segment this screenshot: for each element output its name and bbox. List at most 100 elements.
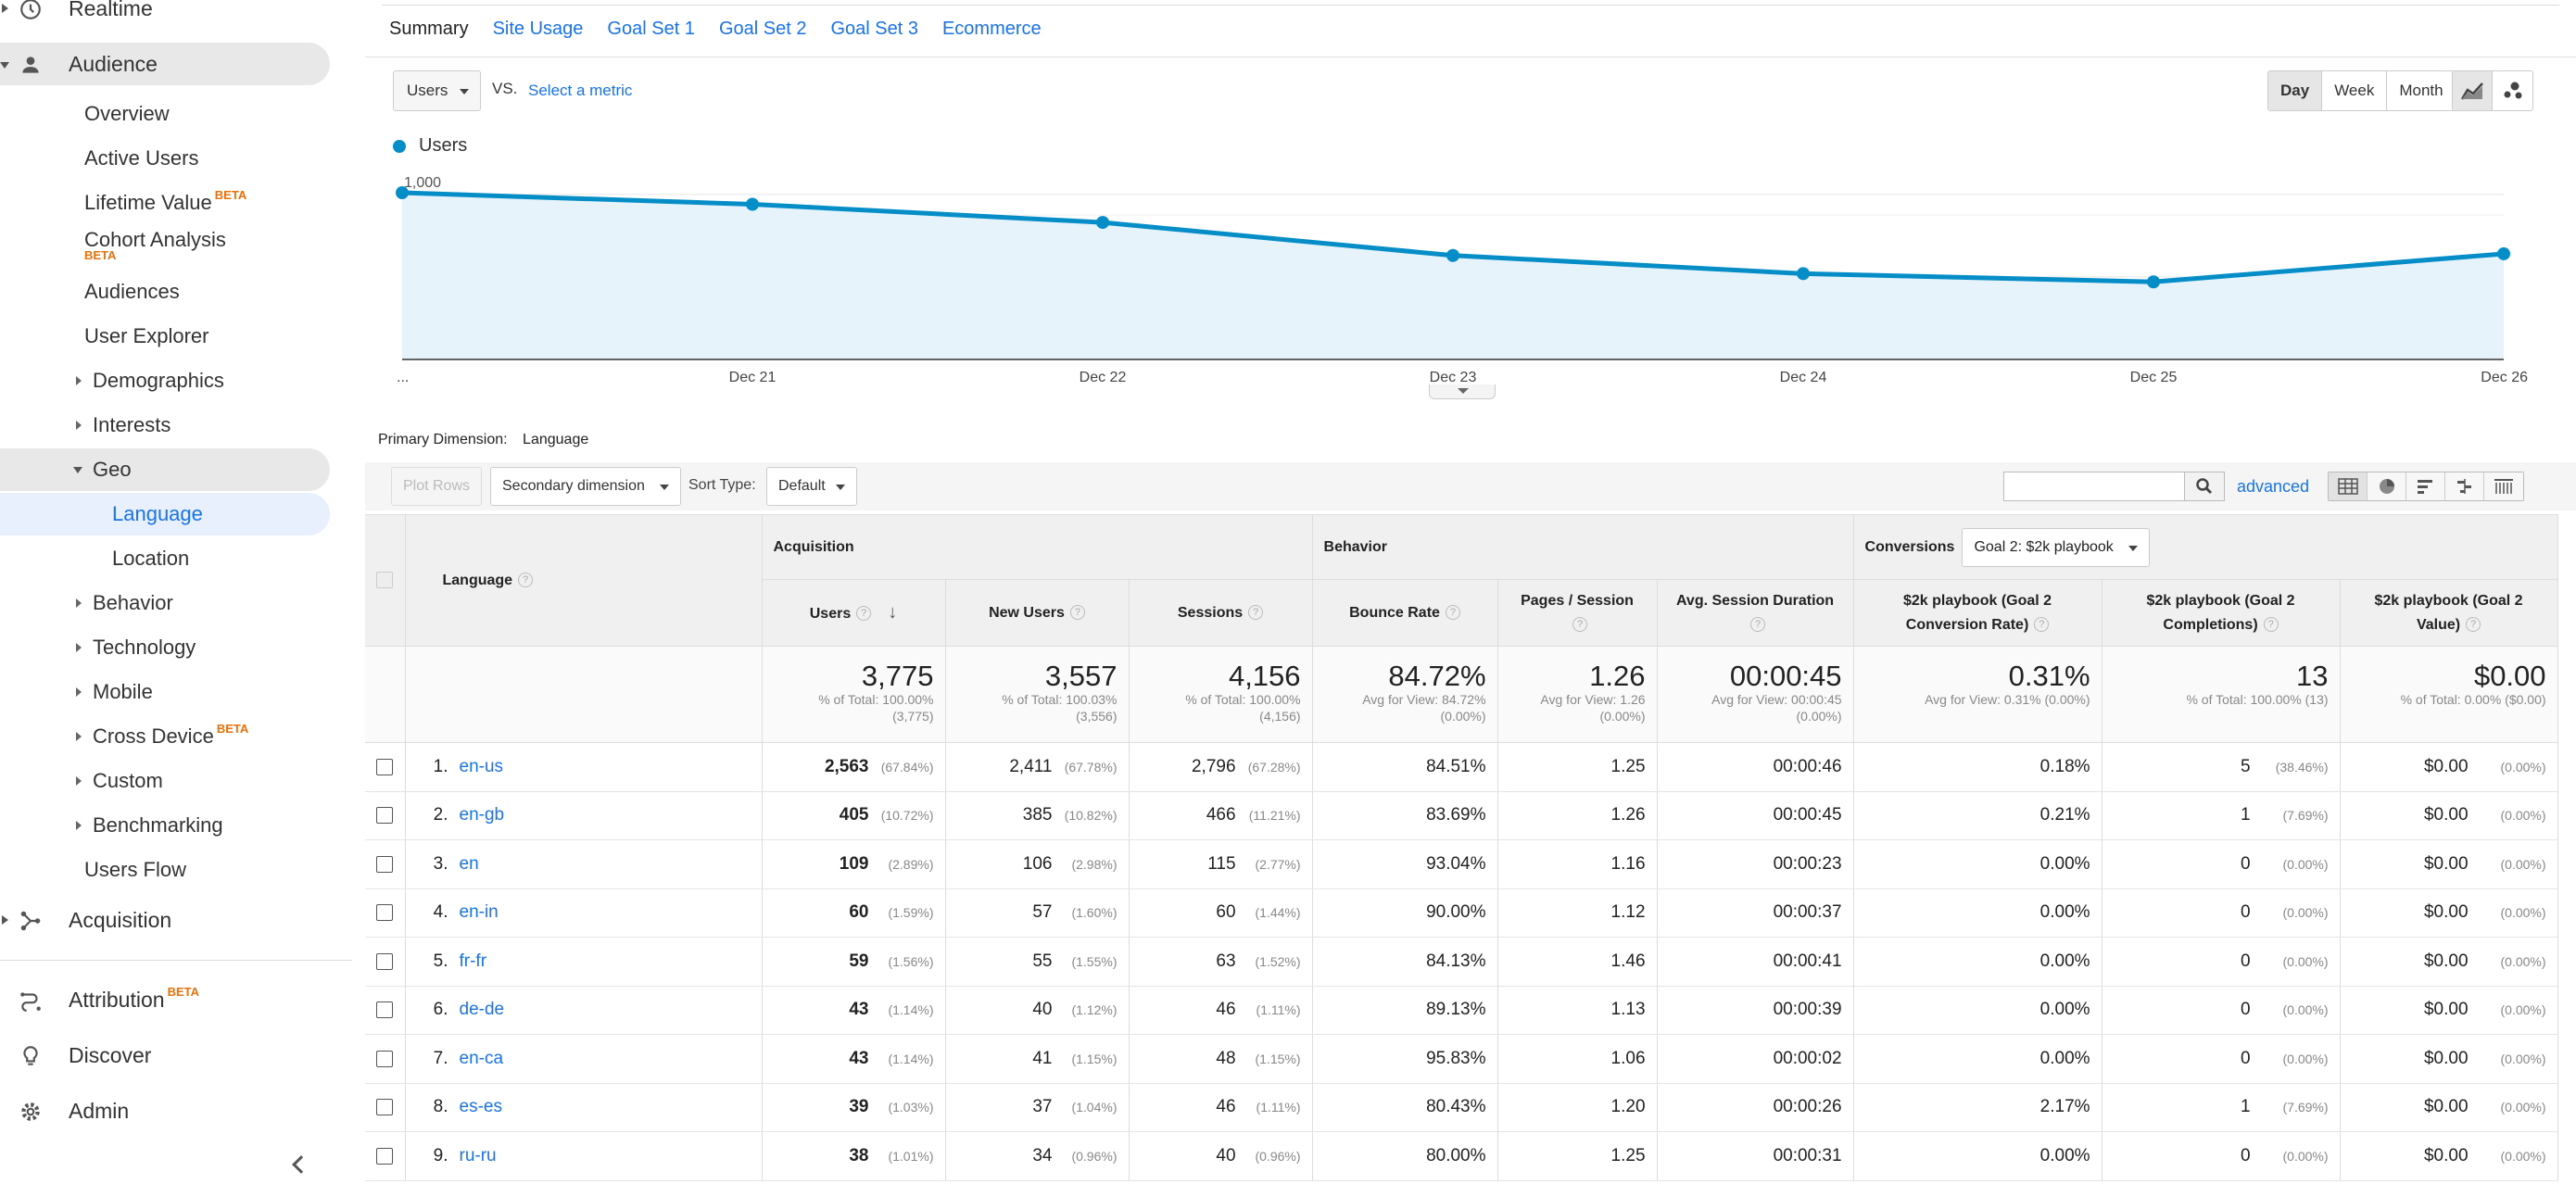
language-link[interactable]: en-ca <box>459 1048 504 1068</box>
tab-goal-set-3[interactable]: Goal Set 3 <box>830 19 918 39</box>
tab-goal-set-1[interactable]: Goal Set 1 <box>607 19 695 39</box>
nav-attribution[interactable]: Attribution BETA <box>0 978 330 1021</box>
language-link[interactable]: fr-fr <box>459 951 487 971</box>
header-sessions[interactable]: Sessions? <box>1129 579 1313 647</box>
nav-language[interactable]: Language <box>0 493 330 535</box>
select-metric-link[interactable]: Select a metric <box>528 82 633 99</box>
nav-demographics[interactable]: Demographics <box>0 359 224 402</box>
select-all-checkbox[interactable] <box>376 572 394 589</box>
row-checkbox[interactable] <box>376 904 394 922</box>
nav-cohort-analysis[interactable]: Cohort Analysis BETA <box>0 219 226 262</box>
nav-benchmarking[interactable]: Benchmarking <box>0 804 223 847</box>
header-language[interactable]: Language? <box>405 514 763 647</box>
help-icon[interactable]: ? <box>518 573 534 588</box>
search-button[interactable] <box>2184 472 2225 501</box>
header-completions[interactable]: $2k playbook (Goal 2 Completions)? <box>2102 579 2341 647</box>
period-day-button[interactable]: Day <box>2268 71 2323 110</box>
period-week-button[interactable]: Week <box>2322 71 2388 110</box>
nav-realtime[interactable]: Realtime <box>0 0 330 30</box>
nav-admin[interactable]: Admin <box>0 1090 330 1132</box>
tab-ecommerce[interactable]: Ecommerce <box>941 19 1042 39</box>
header-conversion-rate[interactable]: $2k playbook (Goal 2 Conversion Rate)? <box>1853 579 2102 647</box>
nav-discover[interactable]: Discover <box>0 1034 330 1077</box>
header-new-users[interactable]: New Users? <box>945 579 1130 647</box>
nav-user-explorer[interactable]: User Explorer <box>0 315 208 358</box>
nav-overview[interactable]: Overview <box>0 93 170 135</box>
nav-technology[interactable]: Technology <box>0 626 196 669</box>
nav-mobile[interactable]: Mobile <box>0 671 153 713</box>
row-checkbox[interactable] <box>376 855 394 873</box>
row-checkbox[interactable] <box>376 1001 394 1019</box>
row-checkbox[interactable] <box>376 807 394 825</box>
collapse-sidebar-icon[interactable] <box>292 1155 310 1174</box>
row-checkbox[interactable] <box>376 1050 394 1067</box>
motion-chart-icon[interactable] <box>2493 71 2532 110</box>
data-point[interactable] <box>1096 216 1109 230</box>
chart-collapse-handle[interactable] <box>1429 384 1496 399</box>
language-link[interactable]: en <box>459 853 479 874</box>
data-point[interactable] <box>396 186 409 200</box>
data-point[interactable] <box>1797 267 1810 281</box>
header-users[interactable]: Users? ↓ <box>762 579 946 647</box>
nav-lifetime-value[interactable]: Lifetime Value BETA <box>0 182 246 224</box>
language-link[interactable]: ru-ru <box>459 1145 497 1165</box>
header-bounce-rate[interactable]: Bounce Rate? <box>1312 579 1498 647</box>
help-icon[interactable]: ? <box>2263 617 2279 633</box>
table-search-input[interactable] <box>2003 472 2185 501</box>
table-view-icon[interactable] <box>2329 472 2368 500</box>
line-chart-icon[interactable] <box>2453 71 2493 110</box>
header-avg-session-duration[interactable]: Avg. Session Duration? <box>1657 579 1854 647</box>
nav-interests[interactable]: Interests <box>0 404 170 447</box>
tab-goal-set-2[interactable]: Goal Set 2 <box>718 19 807 39</box>
help-icon[interactable]: ? <box>2034 617 2050 633</box>
row-checkbox[interactable] <box>376 1099 394 1116</box>
row-checkbox[interactable] <box>376 758 394 775</box>
new-users-pct: (1.60%) <box>1071 905 1118 921</box>
nav-behavior[interactable]: Behavior <box>0 582 173 624</box>
language-link[interactable]: en-us <box>459 756 504 776</box>
row-checkbox[interactable] <box>376 952 394 970</box>
plot-rows-button[interactable]: Plot Rows <box>391 467 482 506</box>
row-checkbox[interactable] <box>376 1147 394 1165</box>
language-link[interactable]: en-in <box>459 902 499 923</box>
data-point[interactable] <box>1446 248 1459 262</box>
comparison-view-icon[interactable] <box>2445 472 2484 500</box>
tab-site-usage[interactable]: Site Usage <box>492 19 584 39</box>
primary-dimension-value[interactable]: Language <box>523 432 589 447</box>
nav-location[interactable]: Location <box>0 537 189 580</box>
goal-selector-dropdown[interactable]: Goal 2: $2k playbook <box>1962 527 2150 567</box>
nav-audiences[interactable]: Audiences <box>0 271 180 313</box>
help-icon[interactable]: ? <box>856 606 872 622</box>
tab-summary[interactable]: Summary <box>389 19 469 39</box>
completions-value: 0 <box>2240 1048 2251 1068</box>
nav-cross-device[interactable]: Cross Device BETA <box>0 715 248 758</box>
header-goal-value[interactable]: $2k playbook (Goal 2 Value)? <box>2340 579 2558 647</box>
pie-view-icon[interactable] <box>2368 472 2406 500</box>
nav-geo[interactable]: Geo <box>0 448 330 491</box>
performance-view-icon[interactable] <box>2406 472 2445 500</box>
advanced-filter-link[interactable]: advanced <box>2237 477 2310 496</box>
pivot-view-icon[interactable] <box>2484 472 2523 500</box>
metric-dropdown[interactable]: Users <box>393 70 481 111</box>
language-link[interactable]: en-gb <box>459 805 505 825</box>
data-point[interactable] <box>746 197 759 211</box>
language-link[interactable]: de-de <box>459 1000 505 1020</box>
nav-custom[interactable]: Custom <box>0 760 163 802</box>
nav-users-flow[interactable]: Users Flow <box>0 849 186 891</box>
secondary-dimension-dropdown[interactable]: Secondary dimension <box>490 467 681 506</box>
help-icon[interactable]: ? <box>1445 605 1460 621</box>
language-link[interactable]: es-es <box>459 1097 502 1117</box>
help-icon[interactable]: ? <box>1572 617 1588 633</box>
nav-acquisition[interactable]: Acquisition <box>0 899 330 941</box>
header-pages-session[interactable]: Pages / Session? <box>1497 579 1658 647</box>
help-icon[interactable]: ? <box>1750 617 1766 633</box>
help-icon[interactable]: ? <box>1069 605 1085 621</box>
data-point[interactable] <box>2147 275 2160 289</box>
help-icon[interactable]: ? <box>1248 605 1264 621</box>
data-point[interactable] <box>2497 246 2510 260</box>
help-icon[interactable]: ? <box>2466 617 2481 633</box>
period-month-button[interactable]: Month <box>2387 71 2456 110</box>
sort-type-dropdown[interactable]: Default <box>766 467 857 506</box>
nav-audience[interactable]: Audience <box>0 43 330 85</box>
nav-active-users[interactable]: Active Users <box>0 137 198 180</box>
